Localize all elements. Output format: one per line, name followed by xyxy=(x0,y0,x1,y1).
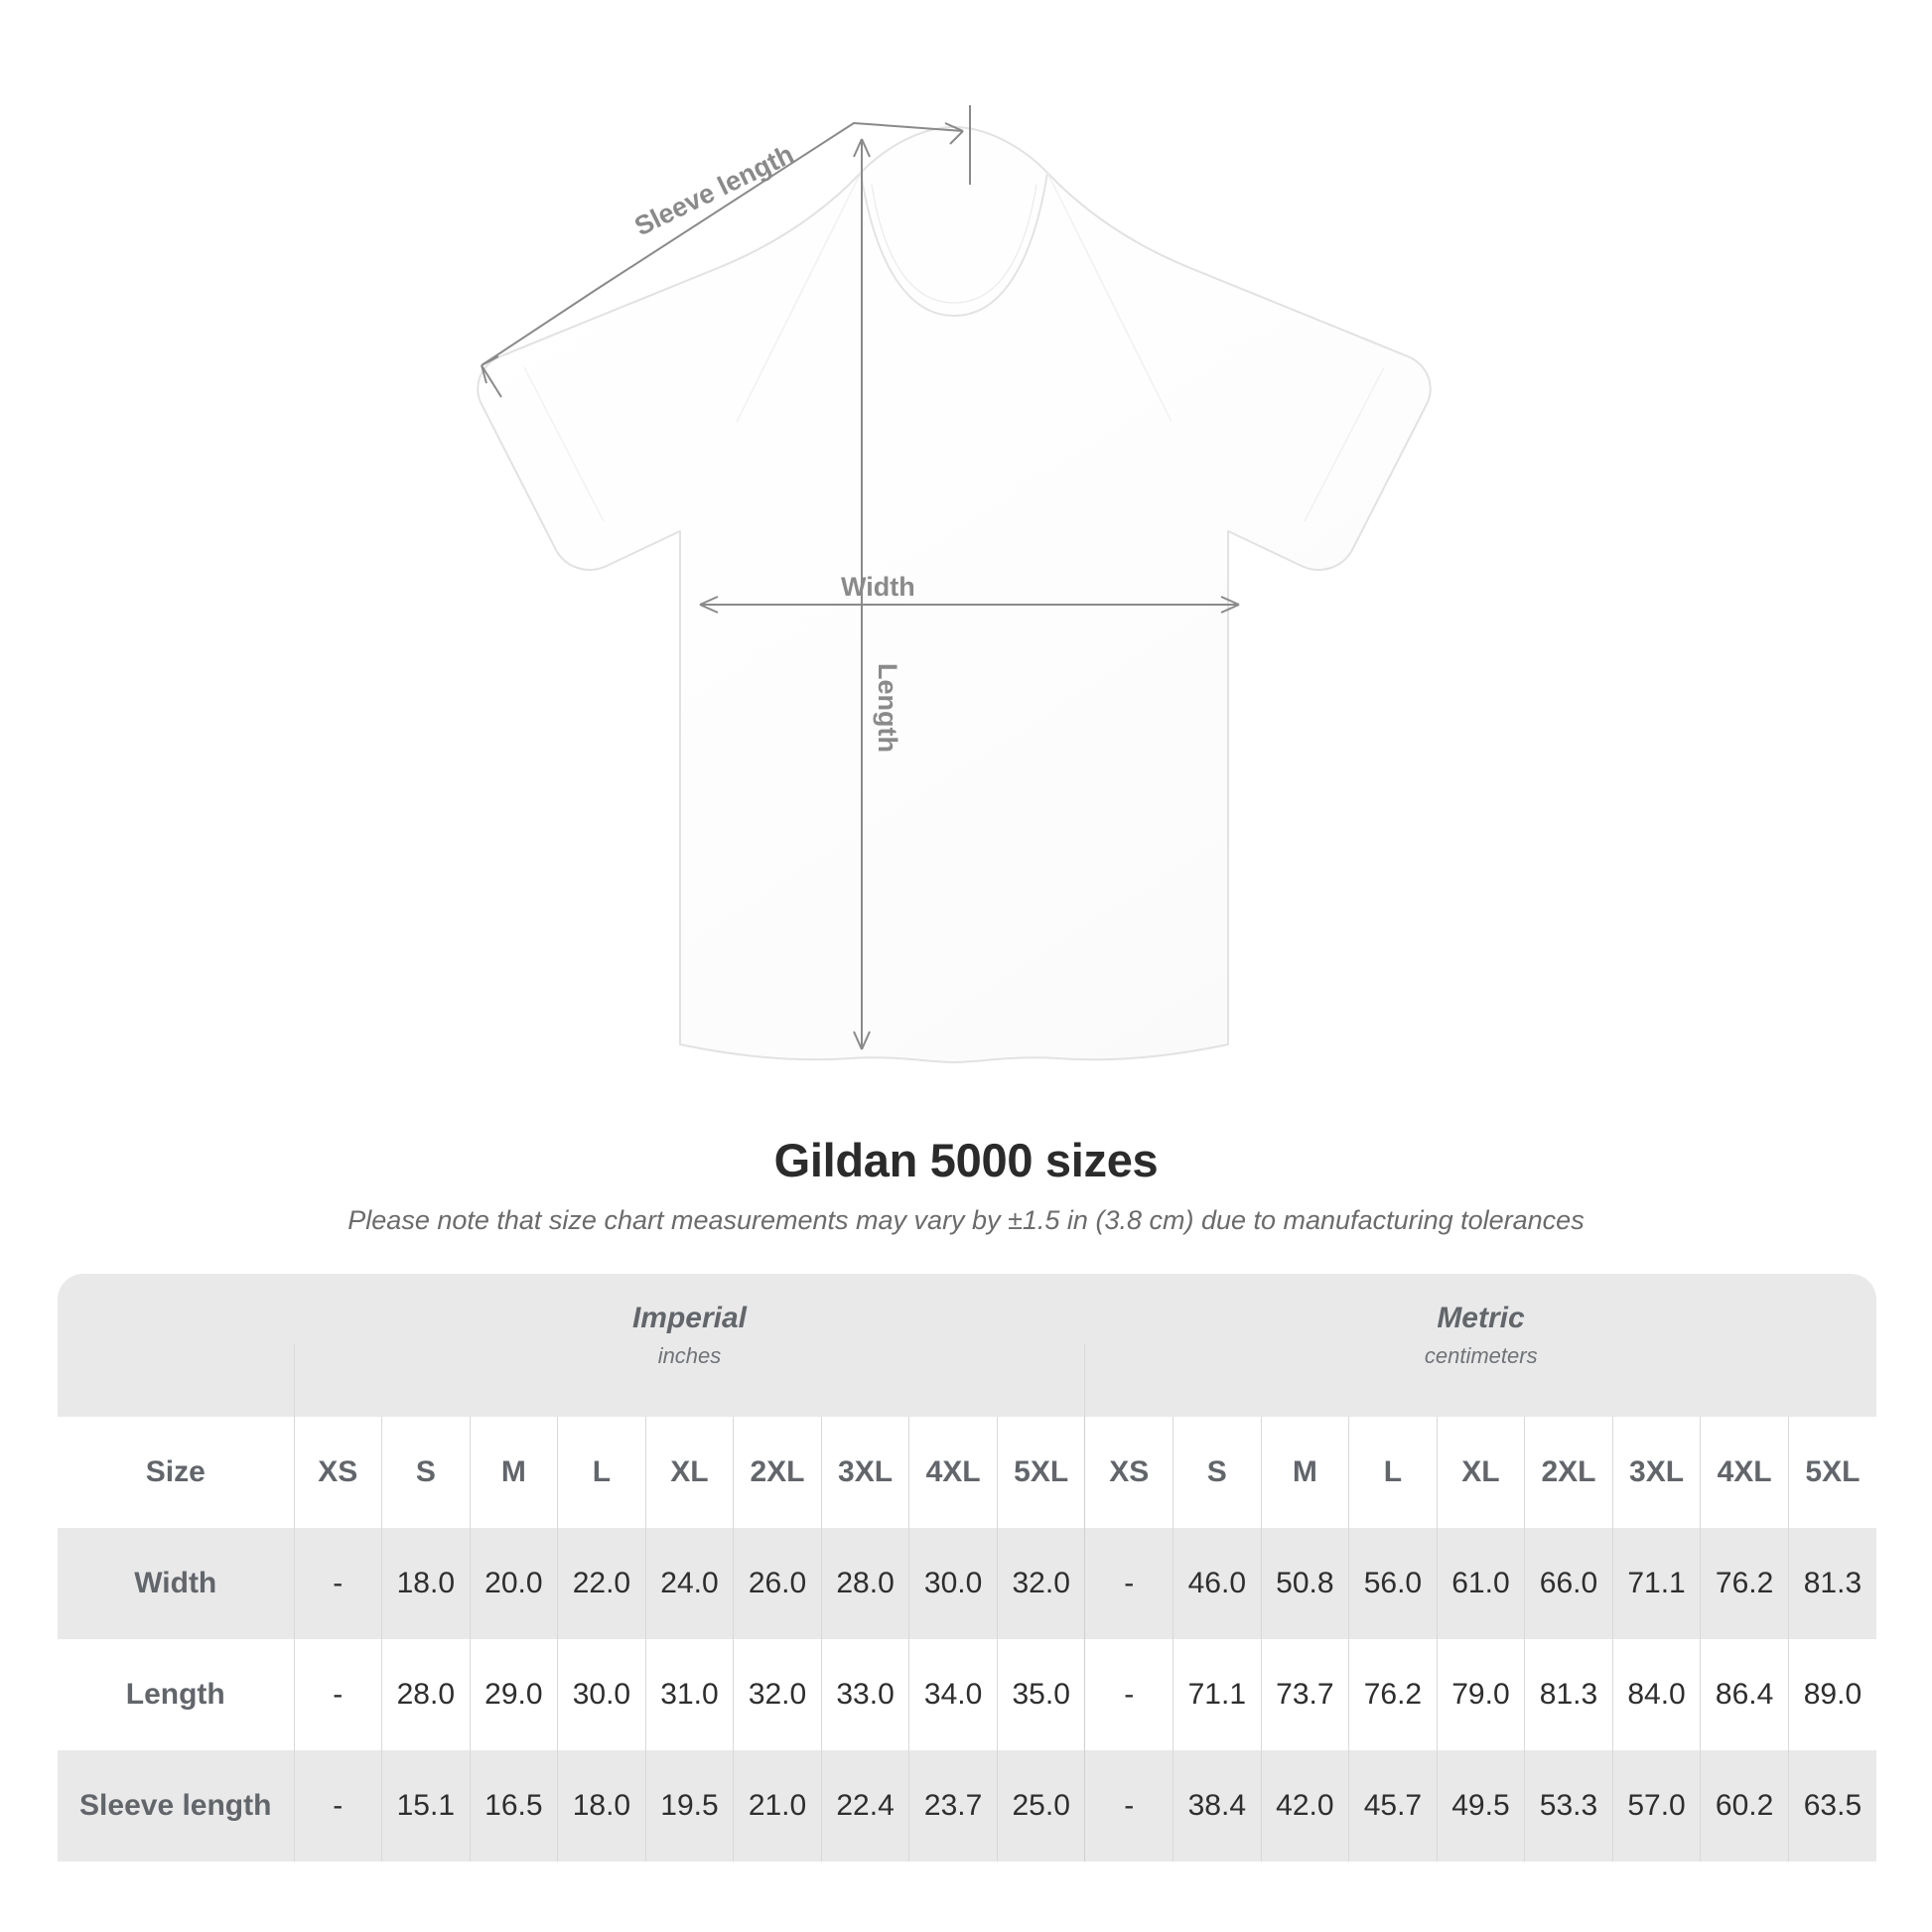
svg-text:Width: Width xyxy=(841,572,915,602)
svg-text:Sleeve length: Sleeve length xyxy=(629,139,798,241)
svg-text:Length: Length xyxy=(873,663,902,753)
